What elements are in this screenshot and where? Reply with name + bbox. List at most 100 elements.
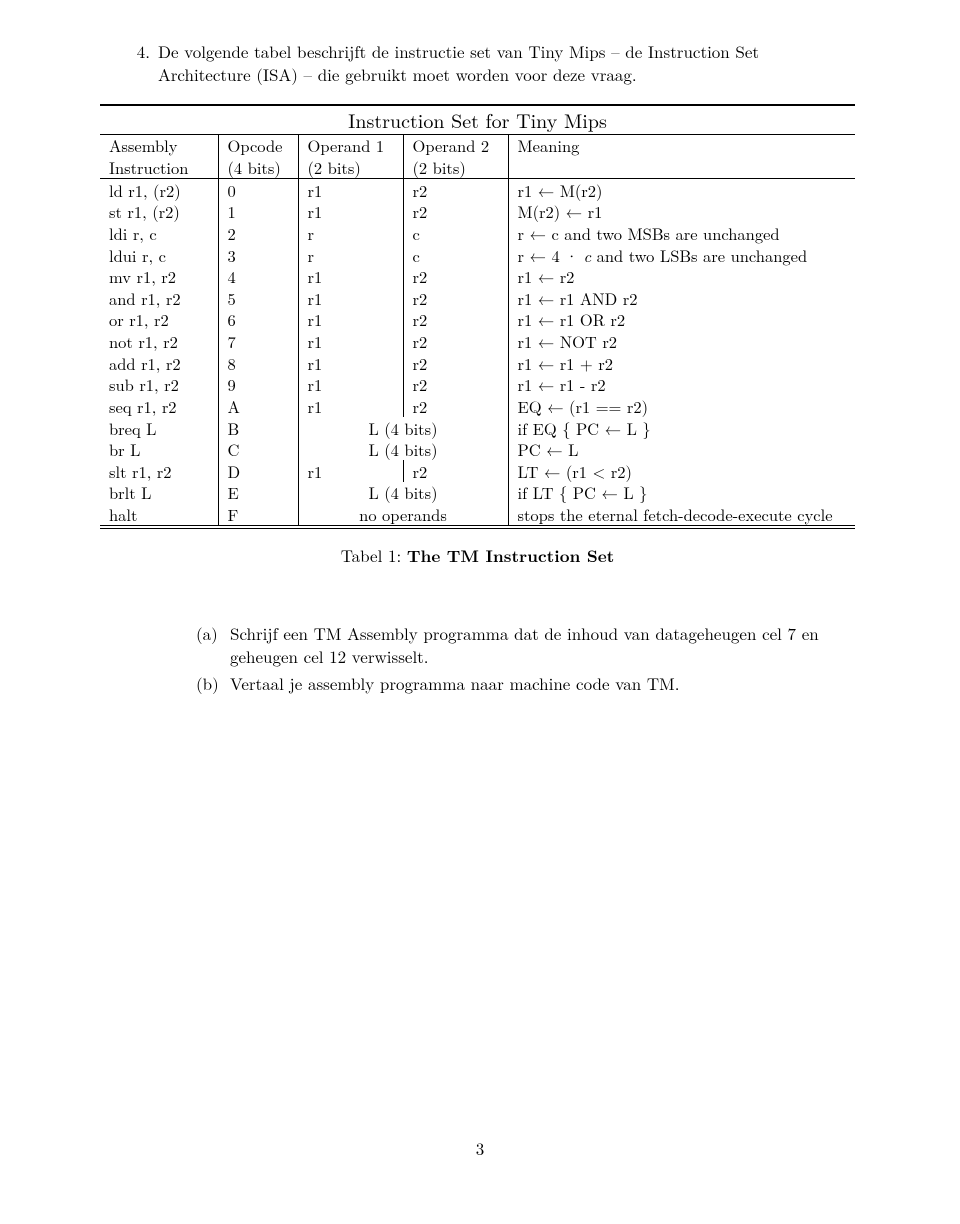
subq-b-text: Vertaal je assembly programma naar machi… (230, 672, 855, 695)
table-row: brlt L E L (4 bits) if LT { PC ← L } (100, 482, 855, 504)
cell-asm: and r1, r2 (100, 287, 218, 309)
hdr-op1-2: (2 bits) (298, 157, 403, 179)
cell-meaning: r ← c and two MSBs are unchanged (508, 222, 855, 244)
cell-meaning: if LT { PC ← L } (508, 482, 855, 504)
cell-opcode: 0 (218, 179, 298, 201)
hdr-opcode-2: (4 bits) (218, 157, 298, 179)
cell-opcode: 9 (218, 374, 298, 396)
cell-meaning: if EQ { PC ← L } (508, 417, 855, 439)
cell-asm: ldui r, c (100, 244, 218, 266)
cell-meaning: r1 ← NOT r2 (508, 331, 855, 353)
cell-op2: c (403, 244, 508, 266)
cell-span: L (4 bits) (298, 439, 508, 461)
question-4: 4. De volgende tabel beschrijft de instr… (120, 40, 855, 86)
subq-a-text: Schrijf een TM Assembly programma dat de… (230, 622, 855, 668)
cell-asm: seq r1, r2 (100, 395, 218, 417)
cell-op1: r1 (298, 331, 403, 353)
cell-meaning: stops the eternal fetch-decode-execute c… (508, 504, 855, 526)
hdr-op2-1: Operand 2 (403, 134, 508, 156)
question-number: 4. (120, 40, 158, 86)
cell-span: L (4 bits) (298, 482, 508, 504)
hdr-opcode-1: Opcode (218, 134, 298, 156)
table-row: slt r1, r2 D r1 r2 LT ← (r1 < r2) (100, 460, 855, 482)
cell-opcode: 6 (218, 309, 298, 331)
table-row: seq r1, r2 A r1 r2 EQ ← (r1 == r2) (100, 395, 855, 417)
cell-op1: r1 (298, 287, 403, 309)
table-row: ldi r, c 2 r c r ← c and two MSBs are un… (100, 222, 855, 244)
table-row: halt F no operands stops the eternal fet… (100, 504, 855, 526)
caption-lead: Tabel 1: (341, 543, 407, 567)
hdr-assembly-1: Assembly (100, 134, 218, 156)
hdr-op1-1: Operand 1 (298, 134, 403, 156)
cell-asm: or r1, r2 (100, 309, 218, 331)
caption-bold: The TM Instruction Set (407, 544, 614, 568)
subq-b-label: (b) (196, 672, 230, 695)
cell-meaning: LT ← (r1 < r2) (508, 460, 855, 482)
hdr-meaning-2 (508, 157, 855, 179)
cell-asm: slt r1, r2 (100, 460, 218, 482)
page-number: 3 (0, 1136, 960, 1160)
table-row: and r1, r2 5 r1 r2 r1 ← r1 AND r2 (100, 287, 855, 309)
table-header-1: Assembly Opcode Operand 1 Operand 2 Mean… (100, 134, 855, 156)
table-row: br L C L (4 bits) PC ← L (100, 439, 855, 461)
cell-op2: r2 (403, 395, 508, 417)
table-caption: Tabel 1: The TM Instruction Set (100, 543, 855, 568)
question-text: De volgende tabel beschrijft de instruct… (158, 40, 855, 86)
cell-asm: ld r1, (r2) (100, 179, 218, 201)
cell-meaning: EQ ← (r1 == r2) (508, 395, 855, 417)
cell-opcode: 7 (218, 331, 298, 353)
cell-op1: r (298, 222, 403, 244)
cell-asm: st r1, (r2) (100, 201, 218, 223)
table-row: breq L B L (4 bits) if EQ { PC ← L } (100, 417, 855, 439)
cell-op2: r2 (403, 331, 508, 353)
cell-meaning: r1 ← r2 (508, 266, 855, 288)
cell-op2: r2 (403, 309, 508, 331)
cell-asm: not r1, r2 (100, 331, 218, 353)
cell-op2: r2 (403, 374, 508, 396)
table-header-2: Instruction (4 bits) (2 bits) (2 bits) (100, 157, 855, 179)
table-row: add r1, r2 8 r1 r2 r1 ← r1 + r2 (100, 352, 855, 374)
cell-span: no operands (298, 504, 508, 526)
hdr-op2-2: (2 bits) (403, 157, 508, 179)
cell-opcode: 5 (218, 287, 298, 309)
table-row: not r1, r2 7 r1 r2 r1 ← NOT r2 (100, 331, 855, 353)
cell-asm: br L (100, 439, 218, 461)
cell-op2: r2 (403, 179, 508, 201)
cell-opcode: A (218, 395, 298, 417)
isa-table: Instruction Set for Tiny Mips Assembly O… (100, 104, 855, 529)
cell-op2: r2 (403, 460, 508, 482)
cell-asm: sub r1, r2 (100, 374, 218, 396)
subq-a-label: (a) (196, 622, 230, 668)
table-row: sub r1, r2 9 r1 r2 r1 ← r1 - r2 (100, 374, 855, 396)
cell-opcode: E (218, 482, 298, 504)
cell-meaning: r1 ← r1 AND r2 (508, 287, 855, 309)
cell-op2: r2 (403, 352, 508, 374)
table-row: mv r1, r2 4 r1 r2 r1 ← r2 (100, 266, 855, 288)
subquestion-a: (a) Schrijf een TM Assembly programma da… (196, 622, 855, 668)
cell-opcode: 3 (218, 244, 298, 266)
cell-op1: r1 (298, 460, 403, 482)
cell-asm: ldi r, c (100, 222, 218, 244)
cell-meaning: r1 ← r1 - r2 (508, 374, 855, 396)
cell-opcode: C (218, 439, 298, 461)
cell-opcode: 2 (218, 222, 298, 244)
cell-opcode: 8 (218, 352, 298, 374)
table-row: or r1, r2 6 r1 r2 r1 ← r1 OR r2 (100, 309, 855, 331)
subquestions: (a) Schrijf een TM Assembly programma da… (196, 622, 855, 695)
table-row: ldui r, c 3 r c r ← 4 · c and two LSBs a… (100, 244, 855, 266)
cell-meaning: M(r2) ← r1 (508, 201, 855, 223)
cell-opcode: F (218, 504, 298, 526)
cell-op1: r1 (298, 374, 403, 396)
cell-asm: mv r1, r2 (100, 266, 218, 288)
cell-op2: r2 (403, 201, 508, 223)
cell-op1: r1 (298, 179, 403, 201)
cell-op1: r1 (298, 352, 403, 374)
cell-asm: halt (100, 504, 218, 526)
cell-meaning: PC ← L (508, 439, 855, 461)
cell-asm: breq L (100, 417, 218, 439)
table-title: Instruction Set for Tiny Mips (100, 105, 855, 135)
cell-opcode: 1 (218, 201, 298, 223)
cell-asm: add r1, r2 (100, 352, 218, 374)
cell-span: L (4 bits) (298, 417, 508, 439)
hdr-assembly-2: Instruction (100, 157, 218, 179)
